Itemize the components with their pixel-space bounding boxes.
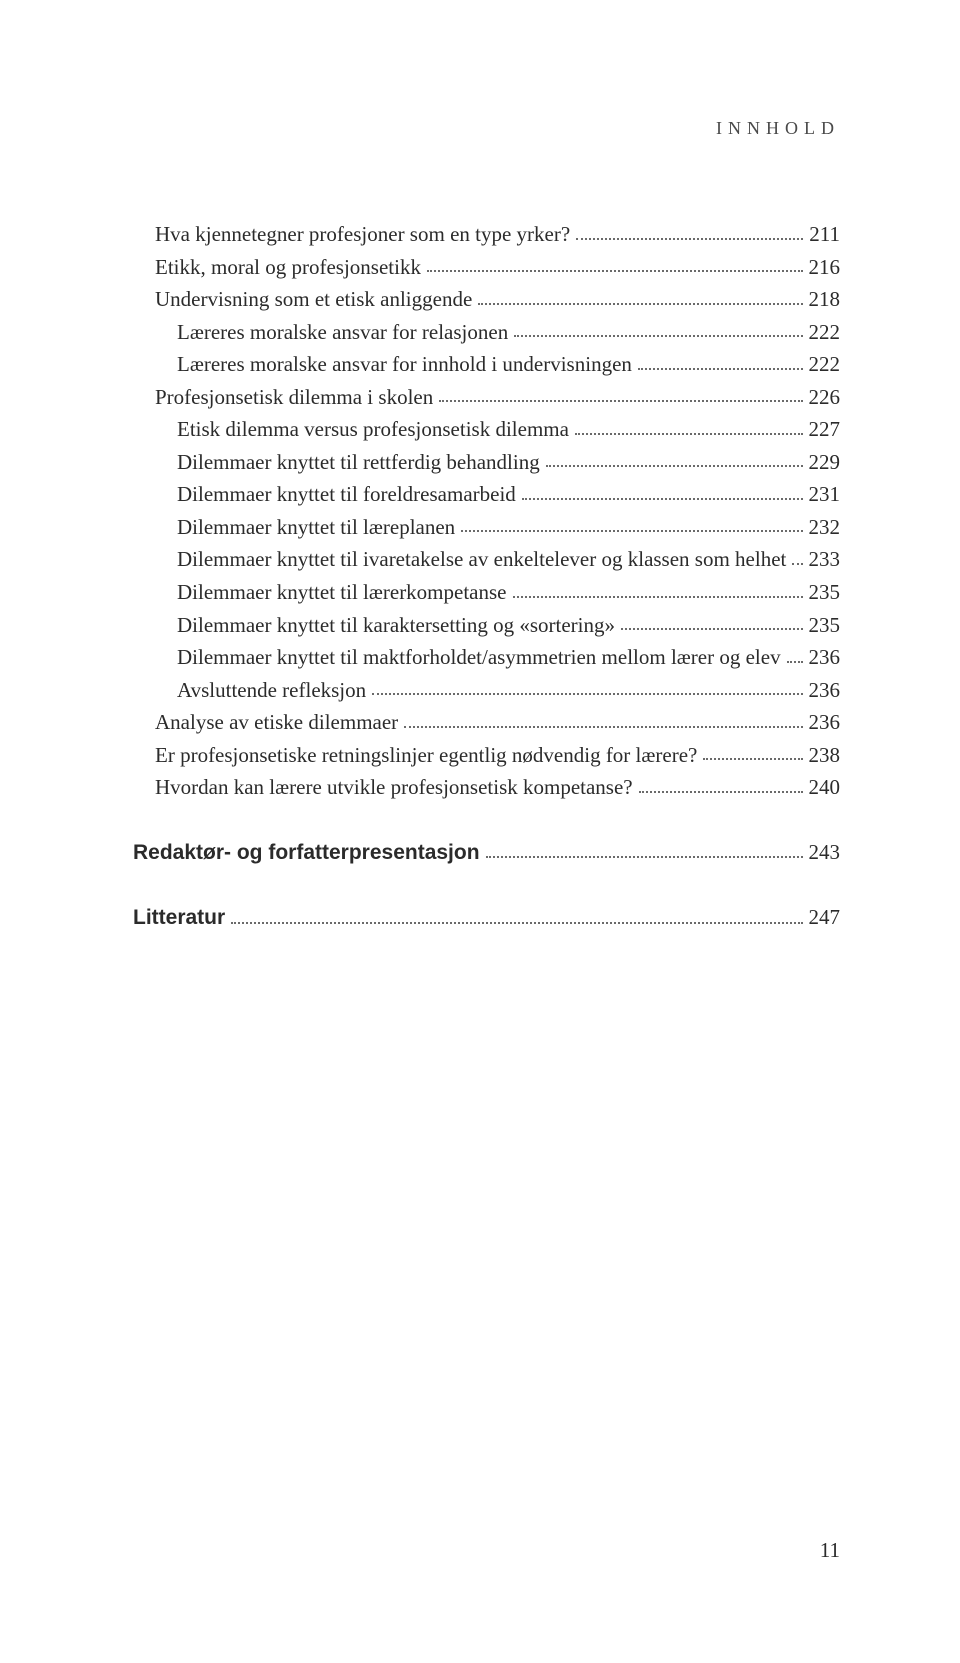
toc-entry-page: 236 — [809, 674, 841, 707]
toc-entry-label: Dilemmaer knyttet til rettferdig behandl… — [177, 446, 540, 479]
toc-leader-dots — [703, 758, 802, 760]
toc-entry-page: 240 — [809, 771, 841, 804]
toc-line: Profesjonsetisk dilemma i skolen 226 — [133, 381, 840, 414]
toc-leader-dots — [638, 368, 803, 370]
toc-entry-page: 235 — [809, 576, 841, 609]
toc-leader-dots — [478, 303, 802, 305]
toc-line: Undervisning som et etisk anliggende 218 — [133, 283, 840, 316]
toc-line: Dilemmaer knyttet til læreplanen 232 — [133, 511, 840, 544]
toc-leader-dots — [546, 465, 803, 467]
page-number: 11 — [820, 1538, 840, 1563]
toc-line: Dilemmaer knyttet til maktforholdet/asym… — [133, 641, 840, 674]
running-head: INNHOLD — [716, 118, 840, 139]
toc-leader-dots — [792, 563, 802, 565]
toc-line: Er profesjonsetiske retningslinjer egent… — [133, 739, 840, 772]
toc-line: Analyse av etiske dilemmaer 236 — [133, 706, 840, 739]
toc-entry-label: Redaktør- og forfatterpresentasjon — [133, 837, 480, 870]
toc-line: Avsluttende refleksjon 236 — [133, 674, 840, 707]
toc-entry-label: Undervisning som et etisk anliggende — [155, 283, 472, 316]
toc-leader-dots — [486, 856, 803, 858]
toc-line: Hvordan kan lærere utvikle profesjonseti… — [133, 771, 840, 804]
toc-line: Litteratur 247 — [133, 901, 840, 935]
toc-entry-page: 227 — [809, 413, 841, 446]
toc-entry-label: Er profesjonsetiske retningslinjer egent… — [155, 739, 697, 772]
toc-line: Redaktør- og forfatterpresentasjon 243 — [133, 836, 840, 870]
toc-entry-label: Dilemmaer knyttet til læreplanen — [177, 511, 455, 544]
toc-entry-page: 247 — [809, 901, 841, 934]
toc-leader-dots — [522, 498, 803, 500]
toc-leader-dots — [372, 693, 802, 695]
toc-entry-label: Etikk, moral og profesjonsetikk — [155, 251, 421, 284]
toc-entry-label: Litteratur — [133, 902, 225, 935]
toc-entry-page: 218 — [809, 283, 841, 316]
toc-line: Dilemmaer knyttet til lærerkompetanse 235 — [133, 576, 840, 609]
toc-entry-label: Dilemmaer knyttet til maktforholdet/asym… — [177, 641, 781, 674]
toc-leader-dots — [575, 433, 803, 435]
toc-entry-label: Hvordan kan lærere utvikle profesjonseti… — [155, 771, 633, 804]
toc-line: Hva kjennetegner profesjoner som en type… — [133, 218, 840, 251]
toc-entry-page: 233 — [809, 543, 841, 576]
toc-entry-page: 235 — [809, 609, 841, 642]
toc-entry-label: Hva kjennetegner profesjoner som en type… — [155, 218, 570, 251]
section-gap — [133, 869, 840, 901]
toc-line: Dilemmaer knyttet til karaktersetting og… — [133, 609, 840, 642]
toc-leader-dots — [439, 400, 802, 402]
toc-entry-label: Profesjonsetisk dilemma i skolen — [155, 381, 433, 414]
toc-entry-page: 222 — [809, 316, 841, 349]
toc-leader-dots — [639, 791, 803, 793]
toc-line: Dilemmaer knyttet til foreldresamarbeid 2… — [133, 478, 840, 511]
toc-entry-label: Læreres moralske ansvar for innhold i un… — [177, 348, 632, 381]
toc-entry-page: 231 — [809, 478, 841, 511]
toc-leader-dots — [231, 922, 802, 924]
toc-line: Læreres moralske ansvar for relasjonen 22… — [133, 316, 840, 349]
table-of-contents: Hva kjennetegner profesjoner som en type… — [133, 218, 840, 935]
toc-entry-page: 238 — [809, 739, 841, 772]
toc-entry-page: 243 — [809, 836, 841, 869]
toc-entry-page: 226 — [809, 381, 841, 414]
toc-entry-label: Dilemmaer knyttet til karaktersetting og… — [177, 609, 615, 642]
toc-entry-page: 236 — [809, 706, 841, 739]
toc-line: Dilemmaer knyttet til ivaretakelse av en… — [133, 543, 840, 576]
toc-entry-page: 216 — [809, 251, 841, 284]
toc-entry-page: 236 — [809, 641, 841, 674]
toc-leader-dots — [404, 726, 802, 728]
toc-leader-dots — [787, 661, 803, 663]
section-gap — [133, 804, 840, 836]
toc-entry-label: Dilemmaer knyttet til foreldresamarbeid — [177, 478, 516, 511]
toc-entry-label: Læreres moralske ansvar for relasjonen — [177, 316, 508, 349]
toc-entry-label: Analyse av etiske dilemmaer — [155, 706, 398, 739]
toc-leader-dots — [461, 530, 802, 532]
toc-entry-label: Etisk dilemma versus profesjonsetisk dil… — [177, 413, 569, 446]
toc-entry-label: Dilemmaer knyttet til lærerkompetanse — [177, 576, 507, 609]
toc-entry-label: Avsluttende refleksjon — [177, 674, 366, 707]
toc-line: Læreres moralske ansvar for innhold i un… — [133, 348, 840, 381]
toc-entry-page: 222 — [809, 348, 841, 381]
toc-entry-page: 232 — [809, 511, 841, 544]
toc-leader-dots — [576, 238, 803, 240]
toc-line: Dilemmaer knyttet til rettferdig behandl… — [133, 446, 840, 479]
toc-line: Etikk, moral og profesjonsetikk 216 — [133, 251, 840, 284]
toc-entry-page: 229 — [809, 446, 841, 479]
toc-entry-page: 211 — [809, 218, 840, 251]
toc-leader-dots — [427, 270, 803, 272]
toc-line: Etisk dilemma versus profesjonsetisk dil… — [133, 413, 840, 446]
toc-leader-dots — [621, 628, 803, 630]
toc-entry-label: Dilemmaer knyttet til ivaretakelse av en… — [177, 543, 786, 576]
toc-leader-dots — [514, 335, 802, 337]
toc-leader-dots — [513, 596, 803, 598]
page: INNHOLD Hva kjennetegner profesjoner som… — [0, 0, 960, 1663]
